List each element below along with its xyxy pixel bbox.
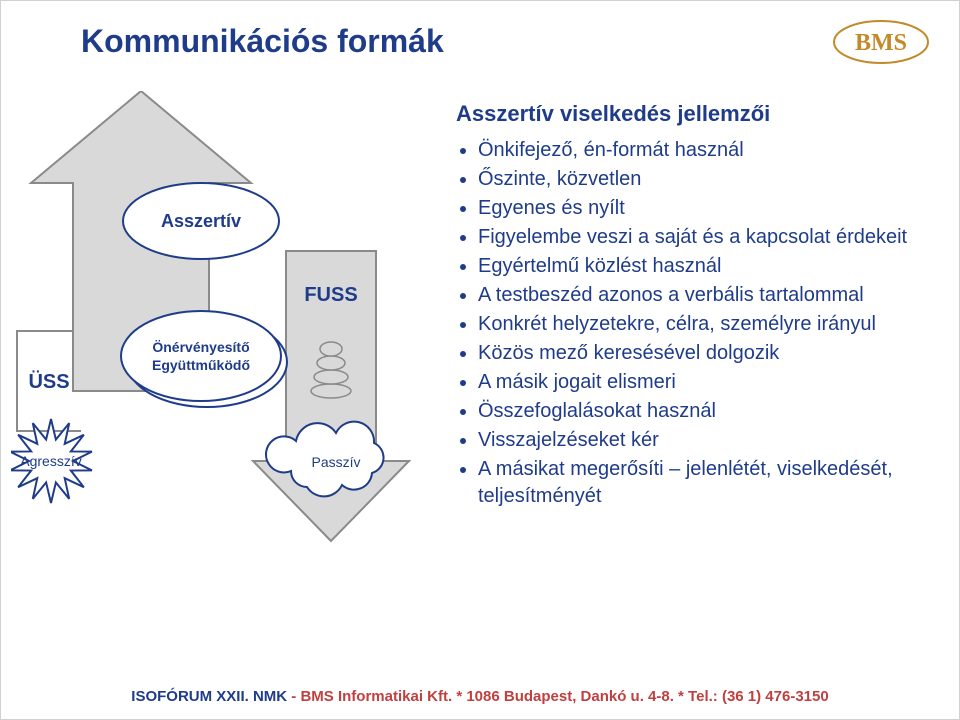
bullet-item: Visszajelzéseket kér bbox=[478, 427, 936, 454]
bullet-item: Egyenes és nyílt bbox=[478, 195, 936, 222]
footer-part1: ISOFÓRUM XXII. NMK bbox=[131, 688, 287, 705]
bullet-item: A másikat megerősíti – jelenlétét, visel… bbox=[478, 456, 936, 510]
bullet-item: Önkifejező, én-formát használ bbox=[478, 137, 936, 164]
brand-logo: BMS bbox=[831, 17, 931, 67]
stack-ellipse bbox=[314, 370, 348, 384]
bullet-block: Asszertív viselkedés jellemzői Önkifejez… bbox=[456, 101, 936, 512]
onerv-label1: Önérvényesítő bbox=[152, 339, 249, 355]
uss-label: ÜSS bbox=[28, 370, 69, 393]
bullet-list: Önkifejező, én-formát használŐszinte, kö… bbox=[456, 137, 936, 510]
asszertiv-label: Asszertív bbox=[161, 211, 241, 231]
bullet-item: Összefoglalásokat használ bbox=[478, 398, 936, 425]
stack-ellipse bbox=[317, 356, 345, 370]
logo-text: BMS bbox=[855, 30, 907, 56]
fuss-label: FUSS bbox=[304, 284, 357, 306]
onerv-label2: Együttműködő bbox=[152, 357, 250, 373]
passziv-label: Passzív bbox=[311, 454, 360, 470]
bullet-item: Közös mező keresésével dolgozik bbox=[478, 340, 936, 367]
bullet-heading: Asszertív viselkedés jellemzői bbox=[456, 101, 936, 127]
agressziv-label: Agresszív bbox=[20, 453, 81, 469]
diagram: Asszertív Önérvényesítő Együttműködő ÜSS FUS… bbox=[11, 91, 461, 571]
stack-ellipse bbox=[320, 342, 342, 356]
slide: Kommunikációs formák BMS Asszertív Önérvé… bbox=[0, 0, 960, 720]
stack-ellipse bbox=[311, 384, 351, 398]
onerv-ellipse-front bbox=[121, 311, 281, 401]
page-title: Kommunikációs formák bbox=[81, 23, 444, 60]
bullet-item: Konkrét helyzetekre, célra, személyre ir… bbox=[478, 311, 936, 338]
bullet-item: A másik jogait elismeri bbox=[478, 369, 936, 396]
bullet-item: A testbeszéd azonos a verbális tartalomm… bbox=[478, 282, 936, 309]
bullet-item: Egyértelmű közlést használ bbox=[478, 253, 936, 280]
footer-part2: - BMS Informatikai Kft. * 1086 Budapest,… bbox=[287, 688, 829, 705]
footer: ISOFÓRUM XXII. NMK - BMS Informatikai Kf… bbox=[1, 688, 959, 705]
bullet-item: Őszinte, közvetlen bbox=[478, 166, 936, 193]
bullet-item: Figyelembe veszi a saját és a kapcsolat … bbox=[478, 224, 936, 251]
